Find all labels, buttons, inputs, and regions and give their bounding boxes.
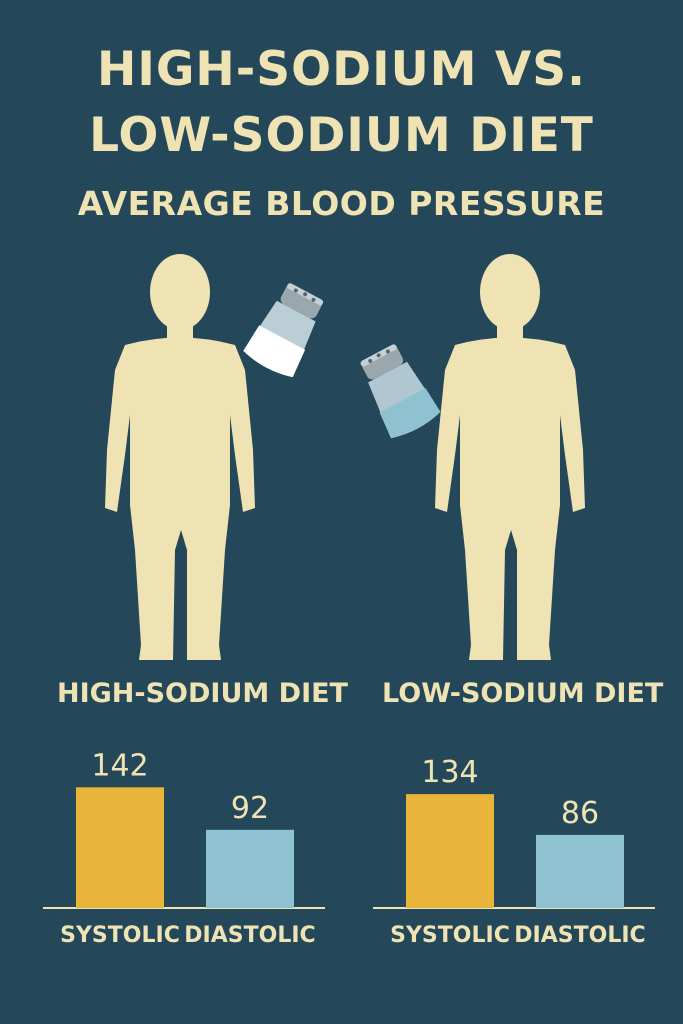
bar-systolic <box>406 794 494 908</box>
chart-title-line-1: HIGH-SODIUM VS. <box>97 42 586 97</box>
bar-systolic <box>76 787 164 908</box>
data-label: 86 <box>561 796 599 831</box>
category-label: DIASTOLIC <box>184 923 315 948</box>
human-figure-icon <box>435 254 585 660</box>
bar-diastolic <box>536 834 624 908</box>
bar-diastolic <box>206 829 294 908</box>
category-label: SYSTOLIC <box>60 923 180 948</box>
blood-pressure-bar-chart: 142 SYSTOLIC 92 DIASTOLIC 134 SYSTOLIC 86 DIAST… <box>43 748 655 948</box>
data-label: 134 <box>421 755 478 790</box>
human-figure-icon <box>105 254 255 660</box>
category-label: SYSTOLIC <box>390 923 510 948</box>
salt-shaker-icon-white <box>243 283 324 378</box>
chart-subtitle: AVERAGE BLOOD PRESSURE <box>77 184 606 223</box>
salt-shaker-icon-blue <box>360 344 441 439</box>
data-label: 92 <box>231 791 269 826</box>
data-label: 142 <box>91 748 148 783</box>
group-label-high-sodium: HIGH-SODIUM DIET <box>57 678 348 709</box>
chart-title-line-2: LOW-SODIUM DIET <box>89 108 594 163</box>
category-label: DIASTOLIC <box>514 923 645 948</box>
group-label-low-sodium: LOW-SODIUM DIET <box>382 678 664 709</box>
